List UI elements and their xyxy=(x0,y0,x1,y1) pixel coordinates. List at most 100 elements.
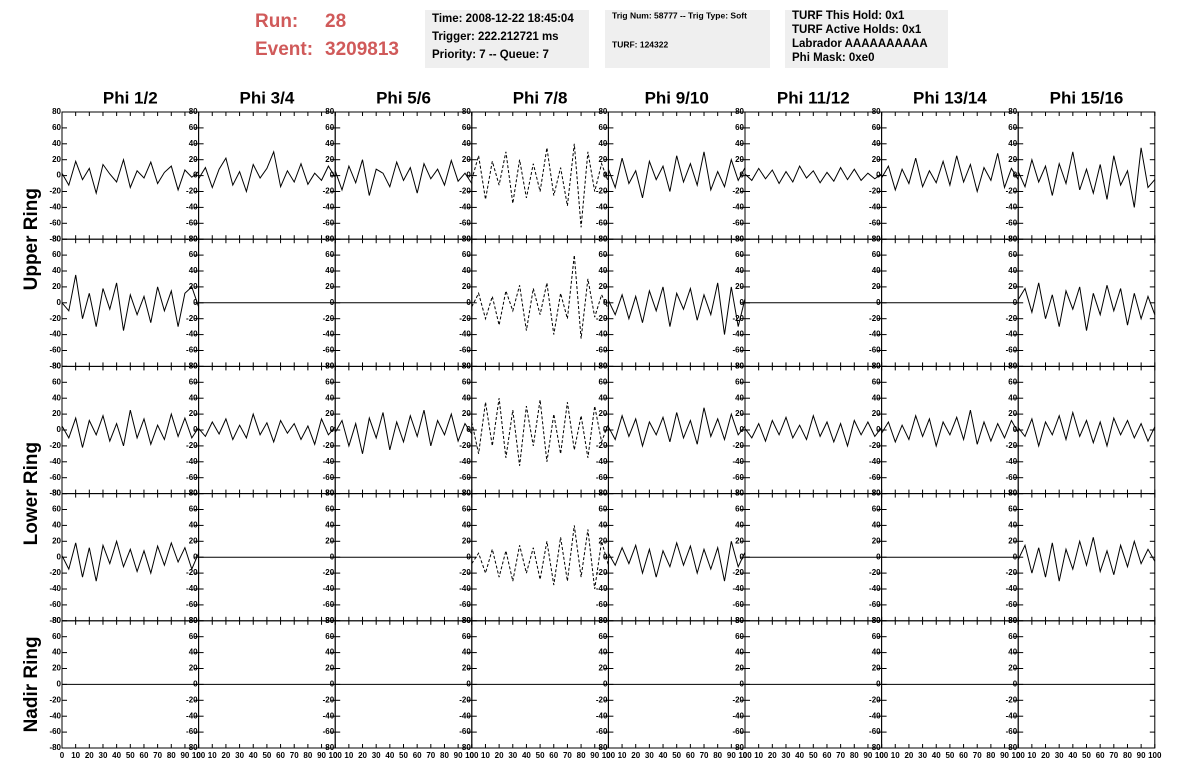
x-tick-label: 50 xyxy=(672,751,681,760)
y-tick-label: 0 xyxy=(330,298,335,307)
y-tick-label: -20 xyxy=(323,695,335,704)
waveform xyxy=(1017,410,1156,448)
y-tick-label: 80 xyxy=(325,489,334,498)
y-tick-label: 60 xyxy=(1008,250,1017,259)
y-tick-label: -20 xyxy=(596,441,608,450)
y-tick-label: -40 xyxy=(869,711,881,720)
y-tick-label: -80 xyxy=(49,616,61,625)
panel-frame xyxy=(61,111,200,240)
x-tick-label: 0 xyxy=(60,751,65,760)
x-tick-label: 20 xyxy=(221,751,230,760)
y-tick-label: -80 xyxy=(323,743,335,752)
y-tick-label: 40 xyxy=(598,521,607,530)
y-tick-label: 0 xyxy=(740,298,745,307)
y-tick-label: 40 xyxy=(189,139,198,148)
y-tick-label: -60 xyxy=(323,218,335,227)
x-tick-label: 60 xyxy=(140,751,149,760)
info-box xyxy=(425,10,589,68)
ring-label: Lower Ring xyxy=(21,442,42,545)
y-tick-label: -20 xyxy=(1006,441,1018,450)
x-tick-label: 70 xyxy=(153,751,162,760)
x-tick-label: 100 xyxy=(1012,751,1026,760)
run-label: Run: xyxy=(255,11,298,32)
x-tick-label: 80 xyxy=(1123,751,1132,760)
y-tick-label: -20 xyxy=(459,695,471,704)
y-tick-label: 80 xyxy=(462,616,471,625)
y-tick-label: -60 xyxy=(323,727,335,736)
column-title: Phi 13/14 xyxy=(913,88,987,107)
y-tick-label: 60 xyxy=(1008,377,1017,386)
x-tick-label: 90 xyxy=(590,751,599,760)
y-tick-label: -20 xyxy=(186,695,198,704)
y-tick-label: 20 xyxy=(462,664,471,673)
y-tick-label: -80 xyxy=(49,234,61,243)
y-tick-label: 60 xyxy=(735,505,744,514)
y-tick-label: 60 xyxy=(325,505,334,514)
x-tick-label: 20 xyxy=(85,751,94,760)
panel-frame xyxy=(607,365,746,495)
column-title: Phi 1/2 xyxy=(103,88,158,107)
x-tick-label: 80 xyxy=(713,751,722,760)
panel-frame xyxy=(61,238,200,367)
y-tick-label: -60 xyxy=(596,473,608,482)
waveform xyxy=(334,158,473,196)
y-tick-label: -60 xyxy=(49,600,61,609)
y-tick-label: 20 xyxy=(189,664,198,673)
x-tick-label: 100 xyxy=(875,751,889,760)
y-tick-label: 20 xyxy=(735,282,744,291)
y-tick-label: -40 xyxy=(49,203,61,212)
waveform xyxy=(607,282,746,335)
y-tick-label: -20 xyxy=(869,695,881,704)
y-tick-label: 40 xyxy=(598,266,607,275)
y-tick-label: -40 xyxy=(732,584,744,593)
y-tick-label: -40 xyxy=(323,457,335,466)
y-tick-label: -20 xyxy=(49,568,61,577)
y-tick-label: -40 xyxy=(186,711,198,720)
x-tick-label: 70 xyxy=(700,751,709,760)
y-tick-label: -40 xyxy=(323,203,335,212)
y-tick-label: 40 xyxy=(598,648,607,657)
y-tick-label: -60 xyxy=(186,600,198,609)
y-tick-label: -20 xyxy=(596,695,608,704)
panel-frame xyxy=(1017,238,1156,367)
y-tick-label: 60 xyxy=(598,123,607,132)
y-tick-label: -20 xyxy=(459,568,471,577)
y-tick-label: -40 xyxy=(49,330,61,339)
waveform xyxy=(334,409,473,454)
y-tick-label: -60 xyxy=(732,473,744,482)
y-tick-label: -60 xyxy=(1006,218,1018,227)
y-tick-label: -40 xyxy=(49,457,61,466)
y-tick-label: -60 xyxy=(732,346,744,355)
x-tick-label: 90 xyxy=(317,751,326,760)
waveform xyxy=(198,412,336,446)
y-tick-label: 80 xyxy=(52,489,61,498)
y-tick-label: -40 xyxy=(459,584,471,593)
y-tick-label: 20 xyxy=(735,409,744,418)
info-line: TURF: 124322 xyxy=(612,39,668,49)
y-tick-label: 20 xyxy=(598,282,607,291)
x-tick-label: 0 xyxy=(470,751,475,760)
y-tick-label: 40 xyxy=(735,139,744,148)
y-tick-label: 40 xyxy=(1008,139,1017,148)
y-tick-label: -40 xyxy=(596,203,608,212)
y-tick-label: -20 xyxy=(49,695,61,704)
y-tick-label: 60 xyxy=(189,632,198,641)
y-tick-label: 40 xyxy=(735,266,744,275)
y-tick-label: 60 xyxy=(872,377,881,386)
y-tick-label: 0 xyxy=(330,425,335,434)
y-tick-label: 20 xyxy=(189,536,198,545)
x-tick-label: 50 xyxy=(399,751,408,760)
y-tick-label: 40 xyxy=(325,521,334,530)
y-tick-label: 0 xyxy=(193,552,198,561)
y-tick-label: 80 xyxy=(735,489,744,498)
y-tick-label: 40 xyxy=(52,521,61,530)
waveform xyxy=(61,539,200,582)
y-tick-label: 40 xyxy=(189,266,198,275)
y-tick-label: 80 xyxy=(325,234,334,243)
y-tick-label: 40 xyxy=(325,648,334,657)
panel-frame xyxy=(61,493,200,622)
y-tick-label: -20 xyxy=(49,441,61,450)
y-tick-label: 0 xyxy=(57,425,62,434)
x-tick-label: 30 xyxy=(918,751,927,760)
y-tick-label: -60 xyxy=(459,346,471,355)
